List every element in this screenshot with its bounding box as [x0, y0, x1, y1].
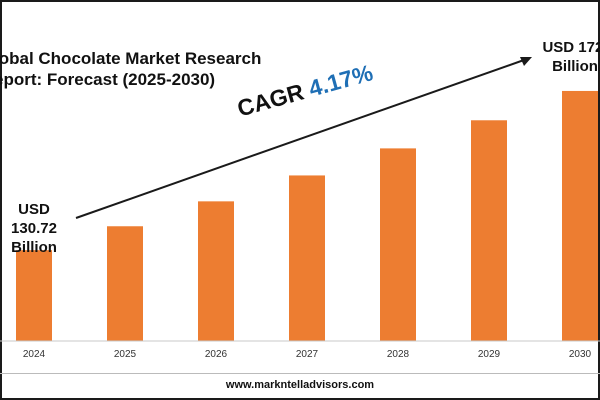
bar-2029: [471, 120, 507, 341]
end-callout-line-2: Billion: [552, 58, 598, 75]
start-value-callout: USD 130.72 Billion: [4, 200, 64, 257]
footer-divider: [0, 373, 600, 374]
footer-website: www.markntelladvisors.com: [225, 379, 375, 391]
end-callout-line-1: USD 172.: [542, 39, 600, 56]
x-tick-label-2028: 2028: [387, 349, 410, 360]
x-tick-label-2024: 2024: [23, 349, 46, 360]
trend-arrow: [75, 57, 532, 219]
chart-title: lobal Chocolate Market Research eport: F…: [0, 48, 264, 90]
title-line-1: lobal Chocolate Market Research: [0, 49, 262, 68]
start-callout-line-1: USD: [18, 201, 50, 218]
bar-2028: [380, 148, 416, 341]
bar-2025: [107, 226, 143, 341]
start-callout-line-3: Billion: [11, 239, 57, 256]
title-line-2: eport: Forecast (2025-2030): [0, 70, 216, 89]
bar-2030: [562, 90, 598, 342]
start-callout-line-2: 130.72: [11, 220, 57, 237]
bars-group: [16, 90, 598, 342]
x-tick-labels: 2024 2025 2026 2027 2028 2029 2030: [23, 349, 592, 360]
x-tick-label-2029: 2029: [478, 349, 501, 360]
x-tick-label-2026: 2026: [205, 349, 228, 360]
x-tick-label-2030: 2030: [569, 349, 592, 360]
bar-2026: [198, 201, 234, 341]
bar-2024: [16, 250, 52, 341]
end-value-callout: USD 172. Billion: [530, 38, 600, 76]
x-tick-label-2027: 2027: [296, 349, 319, 360]
x-tick-label-2025: 2025: [114, 349, 137, 360]
bar-2027: [289, 175, 325, 341]
